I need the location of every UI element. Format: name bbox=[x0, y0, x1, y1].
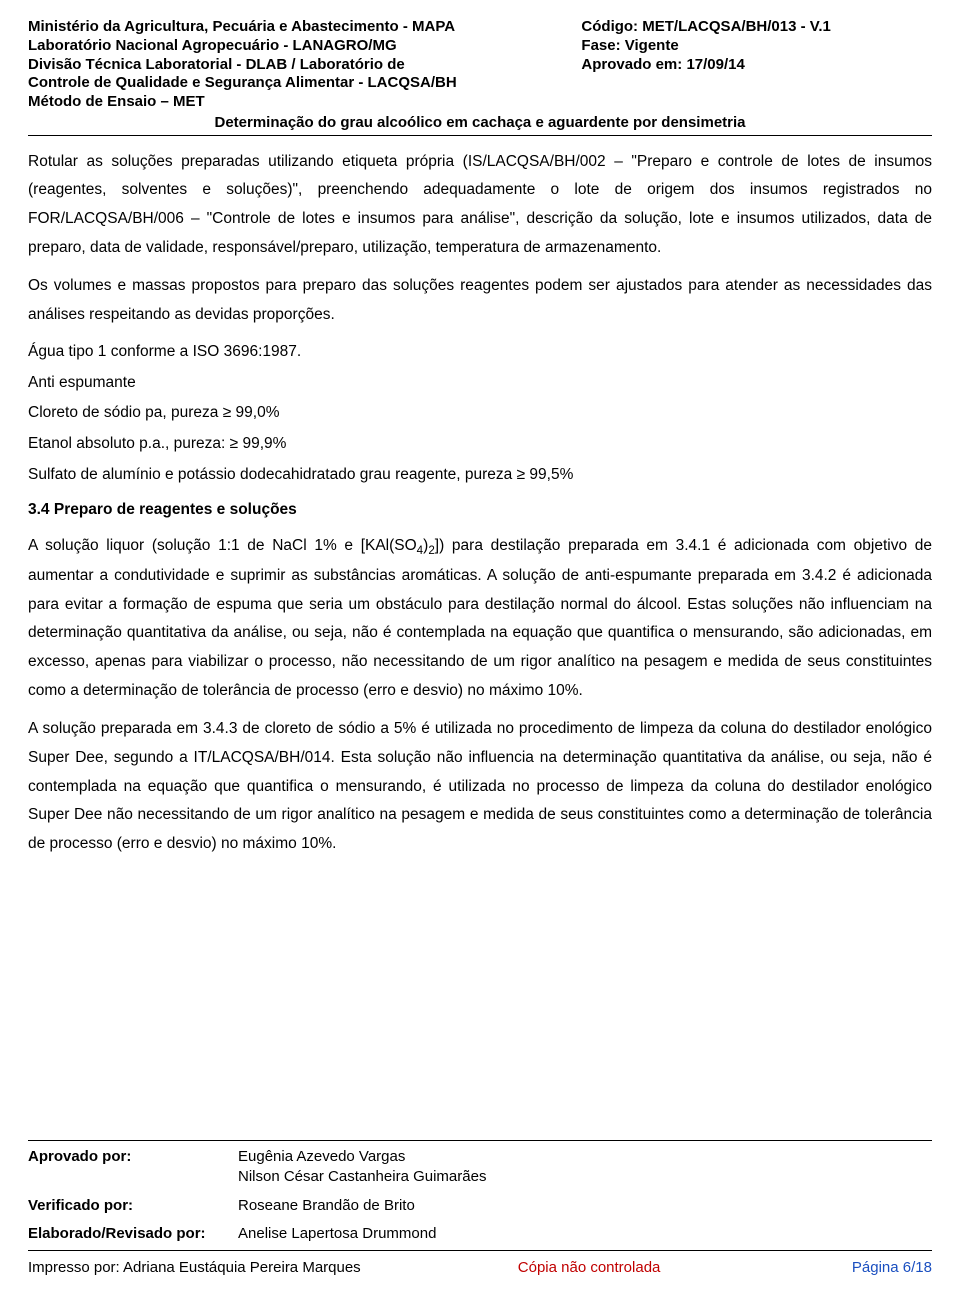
aprovado-name-1: Eugênia Azevedo Vargas bbox=[238, 1147, 932, 1167]
aprovado-por-label: Aprovado por: bbox=[28, 1147, 238, 1188]
pagina-value: 6/18 bbox=[903, 1259, 932, 1276]
header-right-block: Código: MET/LACQSA/BH/013 - V.1 Fase: Vi… bbox=[571, 18, 932, 112]
header-org-line: Divisão Técnica Laboratorial - DLAB / La… bbox=[28, 56, 571, 75]
paragraph: Água tipo 1 conforme a ISO 3696:1987. bbox=[28, 340, 932, 365]
paragraph: Rotular as soluções preparadas utilizand… bbox=[28, 148, 932, 263]
verificado-por-name: Roseane Brandão de Brito bbox=[238, 1196, 932, 1216]
document-page: Ministério da Agricultura, Pecuária e Ab… bbox=[0, 0, 960, 1290]
page-footer: Impresso por: Adriana Eustáquia Pereira … bbox=[28, 1259, 932, 1276]
footer-page-number: Página 6/18 bbox=[745, 1259, 932, 1276]
impresso-por-label: Impresso por: bbox=[28, 1259, 120, 1276]
signoff-aprovado-row: Aprovado por: Eugênia Azevedo Vargas Nil… bbox=[28, 1147, 932, 1188]
header-org-line: Laboratório Nacional Agropecuário - LANA… bbox=[28, 37, 571, 56]
signoff-block: Aprovado por: Eugênia Azevedo Vargas Nil… bbox=[28, 1140, 932, 1251]
header-aprovado-em: Aprovado em: 17/09/14 bbox=[581, 56, 932, 75]
footer-impresso: Impresso por: Adriana Eustáquia Pereira … bbox=[28, 1259, 433, 1276]
aprovado-em-value: 17/09/14 bbox=[686, 56, 744, 73]
fase-value: Vigente bbox=[625, 37, 679, 54]
verificado-por-label: Verificado por: bbox=[28, 1196, 238, 1216]
header-org-line: Método de Ensaio – MET bbox=[28, 93, 571, 112]
p8-part-a: A solução liquor (solução 1:1 de NaCl 1%… bbox=[28, 537, 417, 554]
header-org-line: Ministério da Agricultura, Pecuária e Ab… bbox=[28, 18, 571, 37]
paragraph: A solução preparada em 3.4.3 de cloreto … bbox=[28, 715, 932, 858]
pagina-label: Página bbox=[852, 1259, 899, 1276]
signoff-verificado-row: Verificado por: Roseane Brandão de Brito bbox=[28, 1196, 932, 1216]
document-title: Determinação do grau alcoólico em cachaç… bbox=[28, 114, 932, 135]
header-codigo: Código: MET/LACQSA/BH/013 - V.1 bbox=[581, 18, 932, 37]
header-org-line: Controle de Qualidade e Segurança Alimen… bbox=[28, 74, 571, 93]
header-fase: Fase: Vigente bbox=[581, 37, 932, 56]
section-heading: 3.4 Preparo de reagentes e soluções bbox=[28, 496, 932, 525]
vertical-spacer bbox=[28, 869, 932, 1126]
document-body: Rotular as soluções preparadas utilizand… bbox=[28, 148, 932, 869]
aprovado-em-label: Aprovado em: bbox=[581, 56, 682, 73]
codigo-value: MET/LACQSA/BH/013 - V.1 bbox=[642, 18, 831, 35]
p8-part-c: ]) para destilação preparada em 3.4.1 é … bbox=[28, 537, 932, 698]
paragraph: Os volumes e massas propostos para prepa… bbox=[28, 272, 932, 329]
elaborado-por-label: Elaborado/Revisado por: bbox=[28, 1224, 238, 1244]
signoff-elaborado-row: Elaborado/Revisado por: Anelise Lapertos… bbox=[28, 1224, 932, 1244]
paragraph: Etanol absoluto p.a., pureza: ≥ 99,9% bbox=[28, 432, 932, 457]
paragraph: Cloreto de sódio pa, pureza ≥ 99,0% bbox=[28, 401, 932, 426]
header-left-block: Ministério da Agricultura, Pecuária e Ab… bbox=[28, 18, 571, 112]
footer-copy-status: Cópia não controlada bbox=[433, 1259, 745, 1276]
codigo-label: Código: bbox=[581, 18, 638, 35]
elaborado-por-name: Anelise Lapertosa Drummond bbox=[238, 1224, 932, 1244]
paragraph: Anti espumante bbox=[28, 371, 932, 396]
fase-label: Fase: bbox=[581, 37, 620, 54]
aprovado-name-2: Nilson César Castanheira Guimarães bbox=[238, 1167, 932, 1187]
aprovado-por-names: Eugênia Azevedo Vargas Nilson César Cast… bbox=[238, 1147, 932, 1188]
paragraph: A solução liquor (solução 1:1 de NaCl 1%… bbox=[28, 532, 932, 705]
impresso-por-name: Adriana Eustáquia Pereira Marques bbox=[123, 1259, 361, 1276]
document-header: Ministério da Agricultura, Pecuária e Ab… bbox=[28, 18, 932, 112]
paragraph: Sulfato de alumínio e potássio dodecahid… bbox=[28, 463, 932, 488]
header-rule bbox=[28, 135, 932, 136]
